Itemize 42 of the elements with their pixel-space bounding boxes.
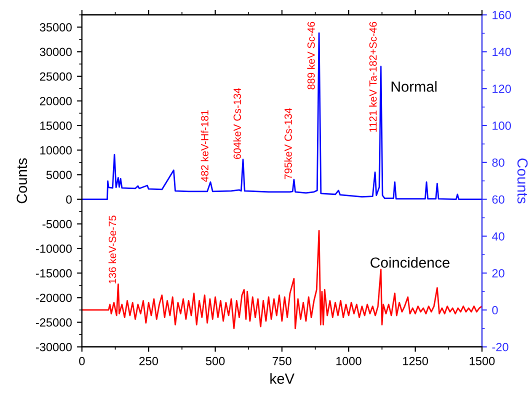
y2-axis-title: Counts [517,158,528,204]
y-tick-label: -20000 [36,294,72,302]
series-label: Coincidence [370,257,450,268]
y-tick-label: 25000 [40,72,72,81]
annotation: 482 keV-Hf-181 [200,110,208,182]
y2-tick-label: 120 [492,84,511,94]
y2-tick-label: 20 [492,269,504,278]
x-tick-label: 1500 [470,356,495,366]
y-tick-label: 10000 [40,146,72,154]
y-tick-label: 15000 [40,122,72,130]
x-tick-label: 500 [206,356,225,366]
x-axis-title: keV [270,373,294,384]
y-tick-label: 30000 [40,48,72,56]
annotation: 136 keV-Se-75 [108,216,116,284]
y2-tick-label: 160 [492,10,511,20]
x-tick-label: 0 [79,356,85,366]
y-tick-label: -10000 [36,244,72,253]
y2-tick-label: -20 [492,342,508,352]
x-tick-label: 250 [139,356,158,366]
y2-tick-label: 0 [492,306,498,314]
series-label: Normal [392,81,437,92]
y2-tick-label: 60 [492,195,504,204]
y-tick-label: 5000 [46,170,72,180]
y-axis-title: Counts [16,158,28,204]
annotation: 795keV Cs-134 [284,108,292,180]
y-tick-label: 0 [66,195,72,204]
y-tick-label: -5000 [42,220,72,228]
x-tick-label: 750 [272,356,292,366]
annotation: 889 keV Sc-46 [307,22,315,90]
y2-tick-label: 40 [492,232,504,241]
y2-tick-label: 80 [492,158,504,167]
y-tick-label: -15000 [36,269,72,278]
y-tick-label: 20000 [40,96,72,106]
y-tick-label: -25000 [36,318,72,327]
annotation: 1121 keV Ta-182+Sc-46 [369,22,377,132]
x-tick-label: 1000 [336,356,362,366]
x-tick-label: 1250 [403,356,428,366]
y2-tick-label: 140 [492,48,511,56]
annotation: 604keV Cs-134 [233,88,241,159]
y-tick-label: 35000 [40,23,72,32]
y-tick-label: -30000 [36,342,72,352]
y2-tick-label: 100 [492,122,511,130]
